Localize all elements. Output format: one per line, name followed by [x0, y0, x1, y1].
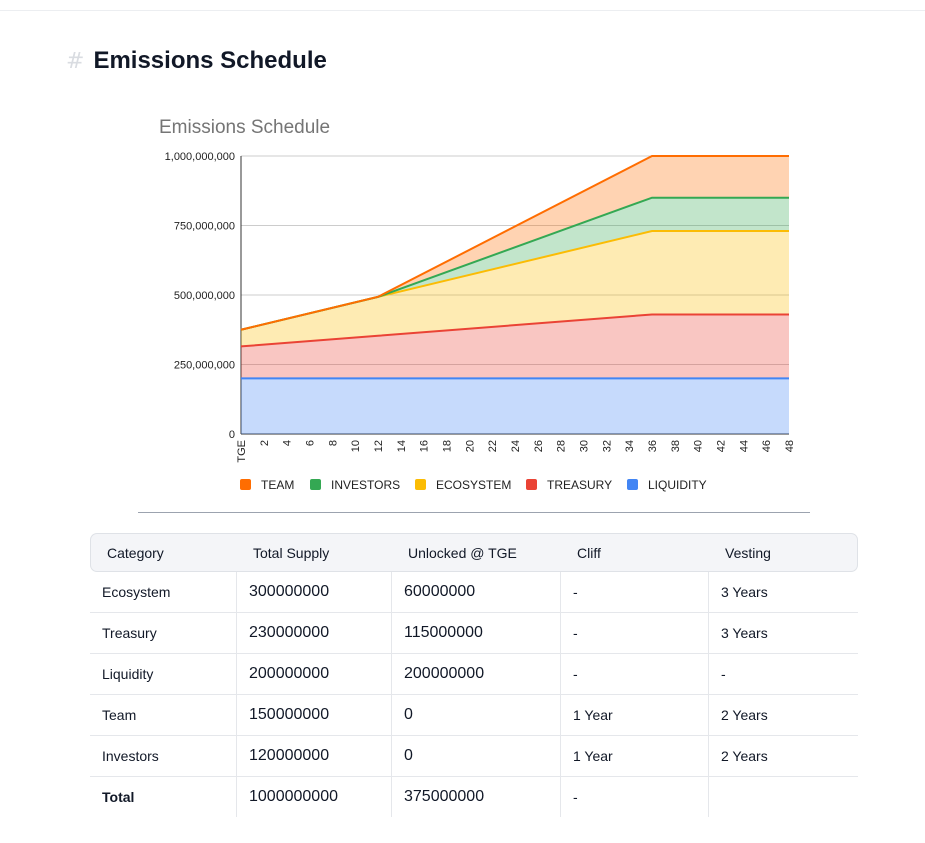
legend-swatch-treasury	[526, 479, 537, 490]
cell-cliff: -	[561, 654, 709, 695]
chart-title: Emissions Schedule	[159, 117, 330, 138]
table-header-row: Category Total Supply Unlocked @ TGE Cli…	[90, 533, 858, 572]
y-tick-label: 250,000,000	[174, 360, 235, 372]
cell-category: Team	[90, 695, 237, 736]
area-liquidity	[241, 378, 789, 434]
cell-cliff: -	[561, 613, 709, 654]
x-tick-label: 28	[556, 440, 568, 452]
x-tick-label: 22	[487, 440, 499, 452]
emissions-chart: Emissions Schedule 0 250,000,000 500,000,00…	[159, 117, 796, 492]
header-unlocked-tge: Unlocked @ TGE	[392, 533, 561, 572]
legend-label-ecosystem: ECOSYSTEM	[436, 478, 511, 492]
x-tick-label: 8	[327, 440, 339, 446]
cell-total-supply: 300000000	[237, 572, 392, 613]
x-tick-label: 32	[601, 440, 613, 452]
page-heading: # Emissions Schedule	[66, 44, 327, 78]
heading-anchor-icon[interactable]: #	[66, 48, 85, 74]
header-total-supply: Total Supply	[237, 533, 392, 572]
cell-vesting: -	[709, 654, 858, 695]
table-row: Liquidity 200000000 200000000 - -	[90, 654, 858, 695]
cell-vesting: 3 Years	[709, 572, 858, 613]
cell-total-supply: 1000000000	[237, 777, 392, 817]
x-tick-label: 2	[259, 440, 271, 446]
cell-total-supply: 230000000	[237, 613, 392, 654]
area-ecosystem	[241, 231, 789, 347]
header-category: Category	[90, 533, 237, 572]
cell-total-supply: 120000000	[237, 736, 392, 777]
cell-vesting: 2 Years	[709, 695, 858, 736]
cell-cliff: -	[561, 777, 709, 817]
area-team	[241, 156, 789, 330]
legend-swatch-liquidity	[627, 479, 638, 490]
cell-cliff: 1 Year	[561, 736, 709, 777]
x-tick-label: 20	[464, 440, 476, 452]
cell-unlocked-tge: 60000000	[392, 572, 561, 613]
cell-vesting: 3 Years	[709, 613, 858, 654]
x-tick-label: 46	[761, 440, 773, 452]
x-tick-label: 4	[282, 440, 294, 446]
header-vesting: Vesting	[709, 533, 858, 572]
table-row: Team 150000000 0 1 Year 2 Years	[90, 695, 858, 736]
y-tick-label: 500,000,000	[174, 290, 235, 302]
x-tick-label: TGE	[236, 440, 248, 463]
legend-label-team: TEAM	[261, 478, 294, 492]
cell-category: Treasury	[90, 613, 237, 654]
x-tick-label: 30	[579, 440, 591, 452]
table-row: Investors 120000000 0 1 Year 2 Years	[90, 736, 858, 777]
cell-total-supply: 150000000	[237, 695, 392, 736]
legend-swatch-ecosystem	[415, 479, 426, 490]
table-row: Treasury 230000000 115000000 - 3 Years	[90, 613, 858, 654]
emissions-table: Category Total Supply Unlocked @ TGE Cli…	[90, 533, 858, 817]
series-line-team	[240, 155, 789, 331]
cell-unlocked-tge: 0	[392, 736, 561, 777]
x-tick-label: 16	[419, 440, 431, 452]
legend-swatch-investors	[310, 479, 321, 490]
x-tick-label: 36	[647, 440, 659, 452]
cell-vesting	[709, 777, 858, 817]
area-treasury	[241, 314, 789, 379]
y-tick-label: 750,000,000	[174, 221, 235, 233]
cell-cliff: 1 Year	[561, 695, 709, 736]
x-tick-label: 40	[693, 440, 705, 452]
x-tick-label: 14	[396, 440, 408, 452]
x-tick-label: 12	[373, 440, 385, 452]
cell-unlocked-tge: 375000000	[392, 777, 561, 817]
x-tick-label: 10	[350, 440, 362, 452]
cell-category: Total	[90, 777, 237, 817]
x-tick-label: 26	[533, 440, 545, 452]
y-tick-label: 1,000,000,000	[165, 151, 235, 163]
x-tick-label: 38	[670, 440, 682, 452]
x-tick-label: 42	[716, 440, 728, 452]
x-tick-label: 44	[738, 440, 750, 452]
legend-label-investors: INVESTORS	[331, 478, 400, 492]
cell-category: Liquidity	[90, 654, 237, 695]
x-tick-label: 18	[442, 440, 454, 452]
top-divider	[0, 10, 925, 11]
page-title: Emissions Schedule	[93, 47, 327, 74]
cell-category: Ecosystem	[90, 572, 237, 613]
x-tick-label: 48	[784, 440, 796, 452]
cell-category: Investors	[90, 736, 237, 777]
cell-total-supply: 200000000	[237, 654, 392, 695]
y-tick-label: 0	[229, 429, 235, 441]
legend-label-liquidity: LIQUIDITY	[648, 478, 707, 492]
legend-swatch-team	[240, 479, 251, 490]
header-cliff: Cliff	[561, 533, 709, 572]
legend-label-treasury: TREASURY	[547, 478, 612, 492]
x-tick-label: 34	[624, 440, 636, 452]
cell-unlocked-tge: 115000000	[392, 613, 561, 654]
cell-unlocked-tge: 200000000	[392, 654, 561, 695]
x-tick-label: 24	[510, 440, 522, 452]
series-line-treasury	[240, 313, 789, 348]
cell-cliff: -	[561, 572, 709, 613]
cell-vesting: 2 Years	[709, 736, 858, 777]
table-row: Ecosystem 300000000 60000000 - 3 Years	[90, 572, 858, 613]
x-tick-label: 6	[305, 440, 317, 446]
section-divider	[138, 512, 810, 513]
table-total-row: Total 1000000000 375000000 -	[90, 777, 858, 817]
cell-unlocked-tge: 0	[392, 695, 561, 736]
